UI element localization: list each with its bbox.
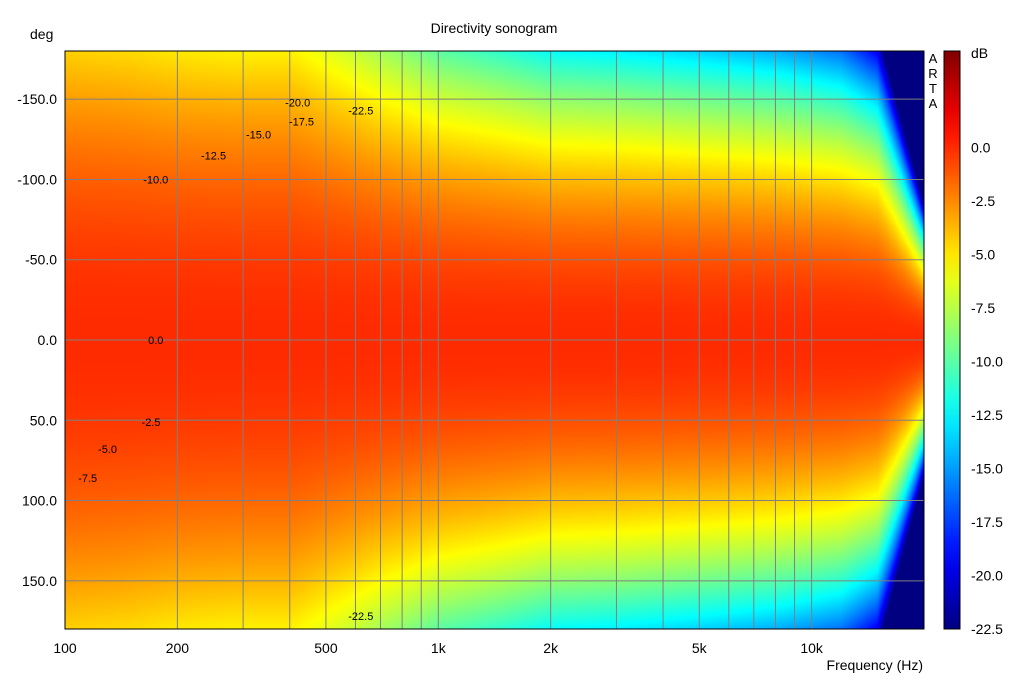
contour-label: -2.5 <box>142 417 161 429</box>
x-axis-label: Frequency (Hz) <box>827 657 923 673</box>
watermark-letter: R <box>928 66 937 81</box>
plot-frame <box>64 50 925 630</box>
x-tick-label: 1k <box>431 640 447 656</box>
y-axis-label: deg <box>30 26 53 42</box>
contour-label: -15.0 <box>246 129 271 141</box>
contour-label: -12.5 <box>201 150 226 162</box>
contour-label: -22.5 <box>348 611 373 623</box>
colorbar-label: dB <box>971 45 988 61</box>
contour-label: -17.5 <box>289 117 314 129</box>
contour-label: 0.0 <box>148 335 163 347</box>
y-tick-label: 150.0 <box>22 573 57 589</box>
y-tick-label: 0.0 <box>38 332 58 348</box>
contour-label: -22.5 <box>348 105 373 117</box>
y-tick-label: -150.0 <box>17 91 57 107</box>
x-tick-label: 2k <box>543 640 559 656</box>
grid-lines <box>65 51 924 629</box>
contour-label: -7.5 <box>78 473 97 485</box>
y-tick-label: -50.0 <box>25 252 57 268</box>
contour-labels: -20.0 -22.5 -17.5 -15.0 -12.5 -10.0 0.0 -2.5 -5.… <box>78 97 373 623</box>
x-tick-label: 10k <box>800 640 824 656</box>
colorbar-tick-label: -5.0 <box>971 246 995 262</box>
y-tick-label: 50.0 <box>30 412 57 428</box>
colorbar-tick-label: -10.0 <box>971 353 1003 369</box>
colorbar-tick-label: -7.5 <box>971 300 995 316</box>
colorbar-tick-label: -2.5 <box>971 193 995 209</box>
colorbar-tick-label: -15.0 <box>971 460 1003 476</box>
watermark-letter: A <box>929 96 938 111</box>
watermark-letter: A <box>929 51 938 66</box>
colorbar-tick-label: -20.0 <box>971 567 1003 583</box>
colorbar-tick-label: 0.0 <box>971 139 991 155</box>
watermark-letter: T <box>929 81 937 96</box>
chart-title: Directivity sonogram <box>431 20 558 36</box>
colorbar-tick-label: -22.5 <box>971 621 1003 637</box>
contour-label: -20.0 <box>285 97 310 109</box>
colorbar <box>943 50 961 630</box>
x-tick-label: 500 <box>314 640 338 656</box>
y-tick-label: 100.0 <box>22 493 57 509</box>
colorbar-tick-labels: 0.0 -2.5 -5.0 -7.5 -10.0 -12.5 -15.0 -17.5 -20.0… <box>971 139 1003 637</box>
x-tick-label: 200 <box>166 640 190 656</box>
y-tick-label: -100.0 <box>17 171 57 187</box>
x-tick-labels: 100 200 500 1k 2k 5k 10k <box>53 640 824 656</box>
colorbar-tick-label: -12.5 <box>971 407 1003 423</box>
colorbar-tick-label: -17.5 <box>971 514 1003 530</box>
contour-label: -10.0 <box>143 174 168 186</box>
x-tick-label: 100 <box>53 640 77 656</box>
contour-label: -5.0 <box>98 444 117 456</box>
x-tick-label: 5k <box>692 640 708 656</box>
y-tick-labels: -150.0 -100.0 -50.0 0.0 50.0 100.0 150.0 <box>17 91 57 589</box>
